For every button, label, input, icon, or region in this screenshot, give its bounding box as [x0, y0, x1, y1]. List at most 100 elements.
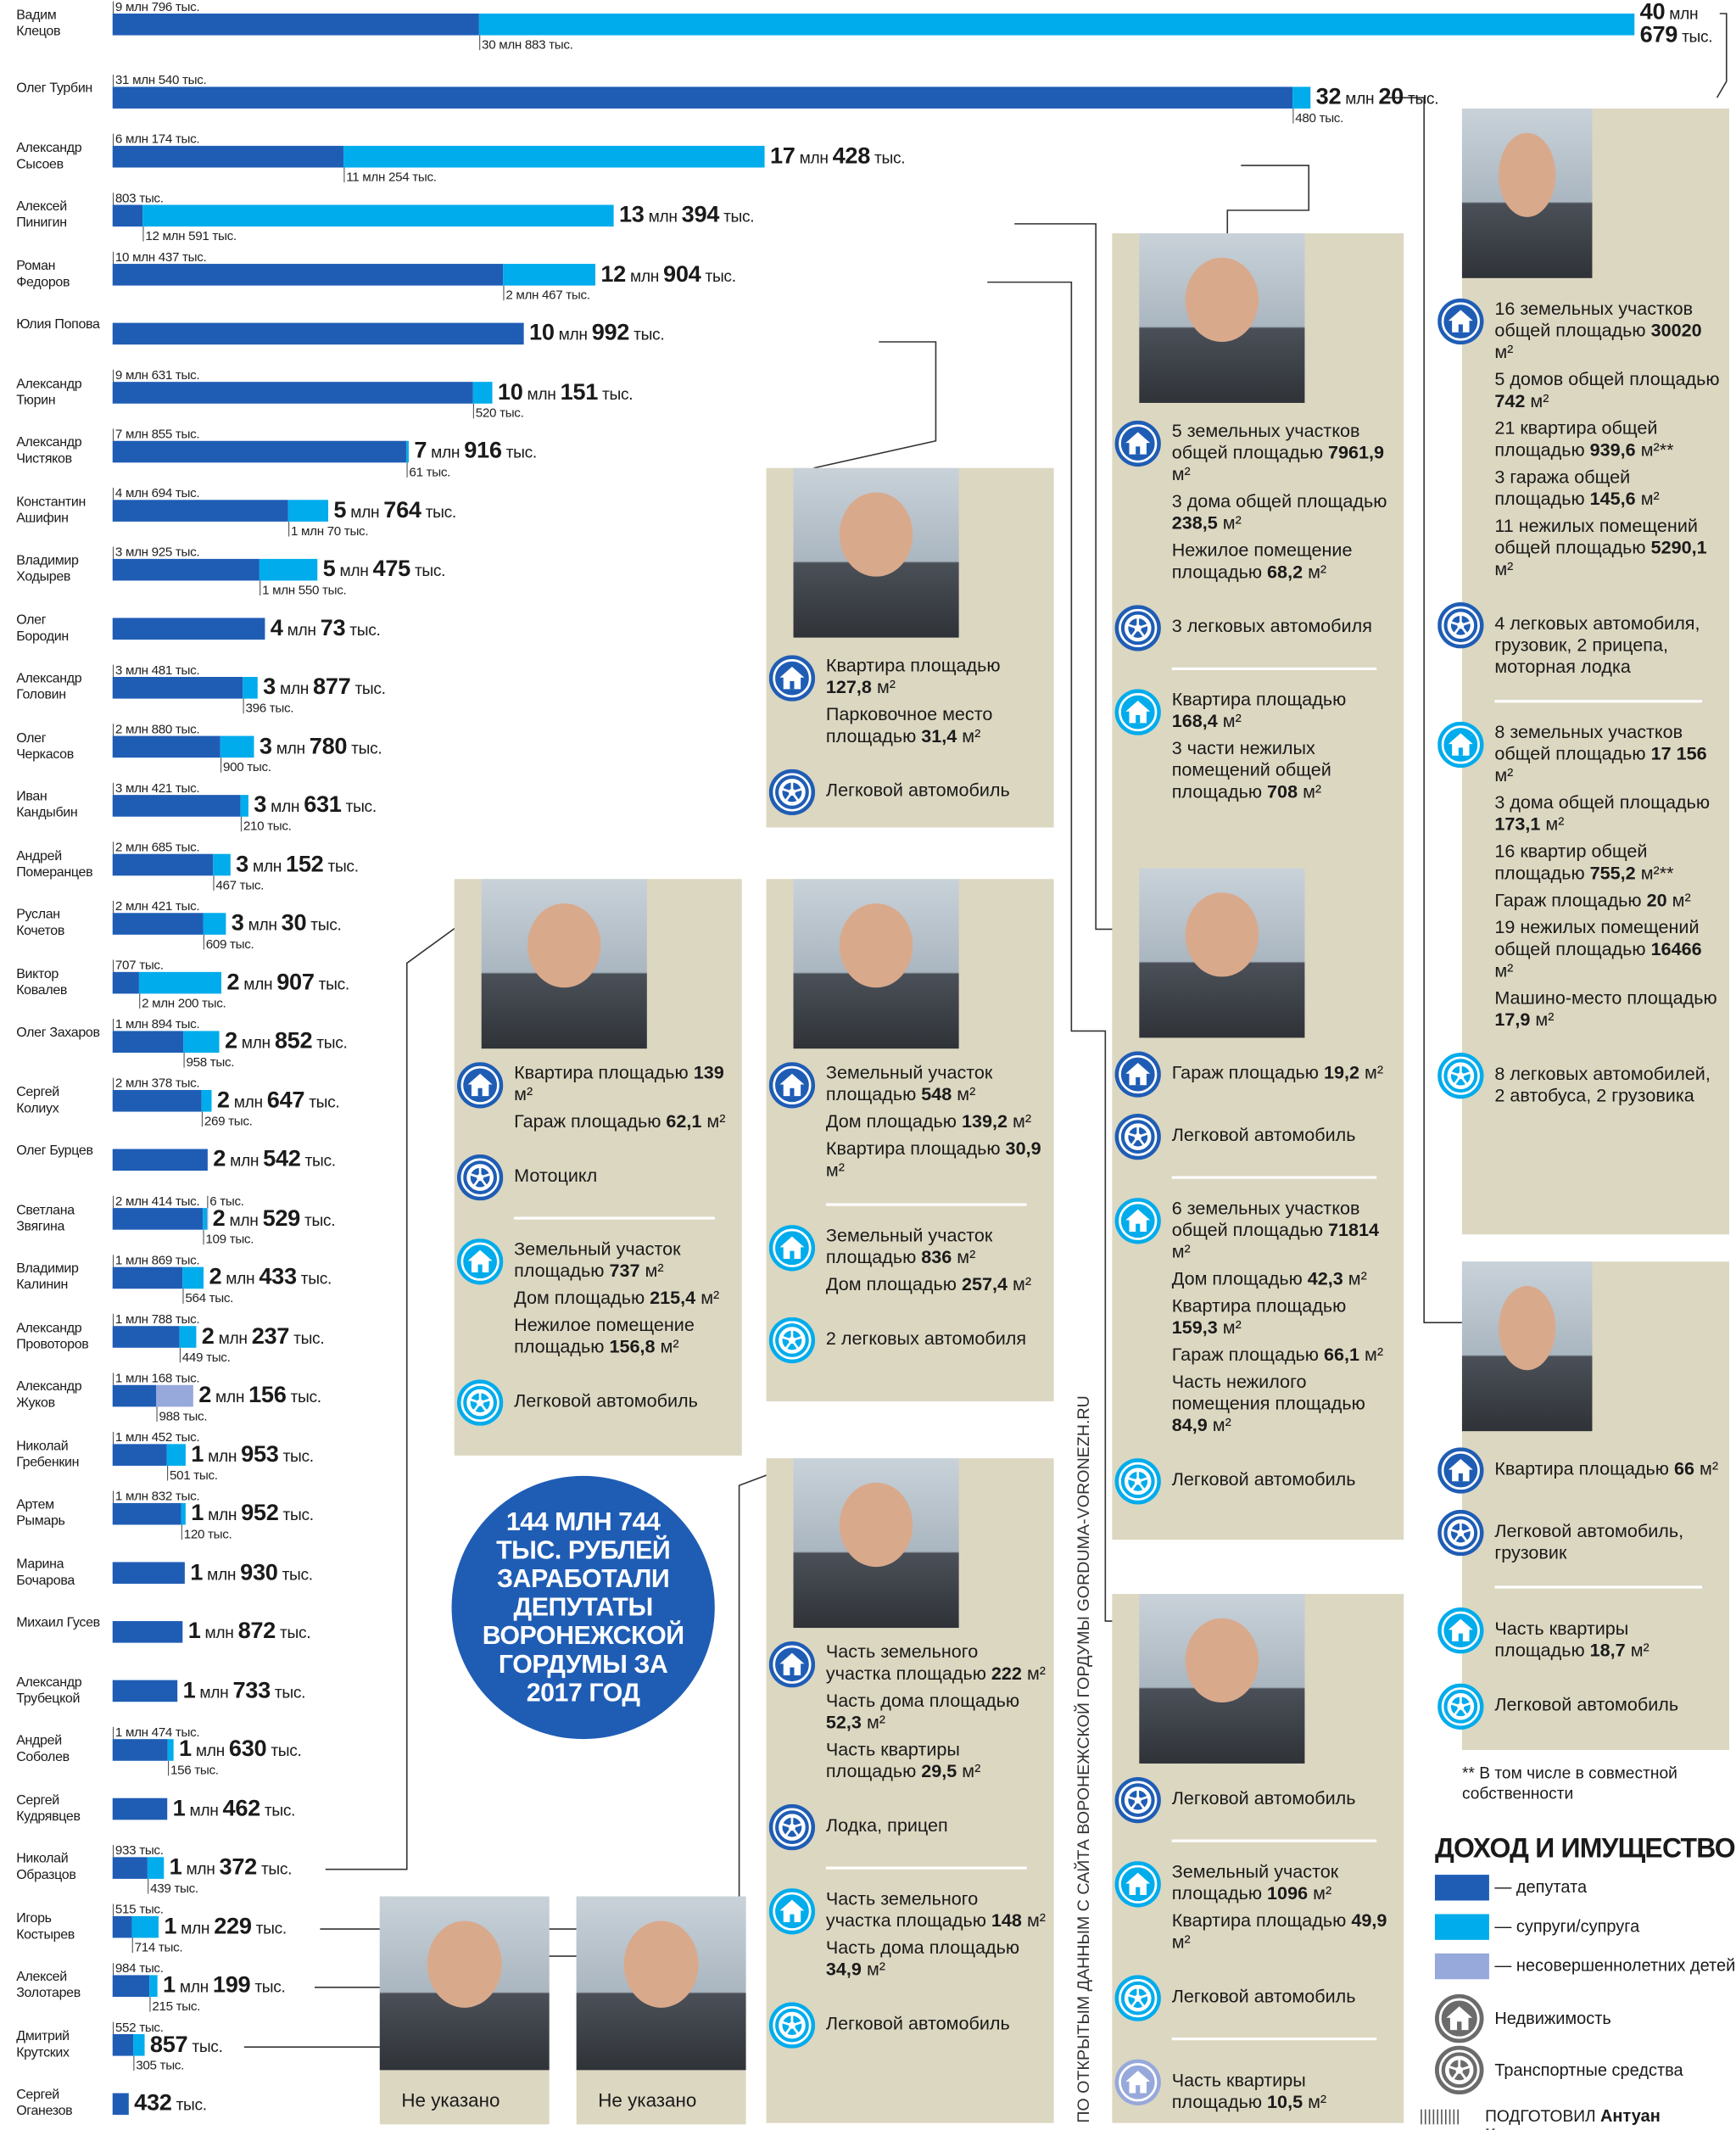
bar-segment — [167, 1739, 174, 1761]
item-line: Часть дома площадью 52,3 м² — [825, 1690, 1020, 1733]
card: Квартира площадью 139 м² Гараж площадью 6… — [454, 879, 742, 1456]
icon-door — [1136, 1223, 1141, 1233]
item-line: 3 гаража общей площадью 145,6 м² — [1494, 467, 1660, 509]
bar-segment — [201, 1089, 212, 1112]
card: 16 земельных участков общей площадью 300… — [1437, 108, 1729, 1235]
icon-spoke — [479, 1177, 488, 1187]
icon-spoke — [791, 787, 802, 794]
icon-wheel — [466, 1389, 494, 1417]
value-label: 958 тыс. — [186, 1055, 234, 1070]
card-note: Не указано — [598, 2088, 697, 2111]
item-line: Квартира площадью 30,9 м² — [825, 1138, 1041, 1181]
bar-segment — [179, 1326, 197, 1348]
photo — [1139, 868, 1305, 1038]
item-line: Земельный участок площадью 548 м² — [825, 1062, 993, 1104]
icon-car — [768, 2002, 816, 2049]
icon-door — [790, 1667, 795, 1675]
total-label: 2 млн 156 тыс. — [198, 1381, 321, 1408]
connector — [315, 1896, 388, 1988]
card-item: 2 легковых автомобиля — [768, 1317, 1046, 1364]
icon-home — [1437, 298, 1484, 345]
icon-spoke — [790, 1826, 800, 1836]
value-label: 10 млн 437 тыс. — [115, 250, 206, 265]
item-line: Дом площадью 42,3 м² — [1171, 1268, 1367, 1289]
bar-segment — [112, 322, 524, 345]
icon-home — [456, 1238, 504, 1285]
icon-wheel — [1447, 1692, 1475, 1720]
item-line: Лодка, прицеп — [825, 1814, 948, 1836]
icon-home — [1114, 1861, 1161, 1908]
item-line: Легковой автомобиль — [825, 780, 1010, 801]
icon-spoke — [1458, 2069, 1467, 2080]
bar-segment — [142, 204, 614, 227]
icon-spoke — [1450, 621, 1461, 627]
category-label: Александр Сысоев — [16, 140, 82, 172]
item-line: Гараж площадью 62,1 м² — [514, 1110, 726, 1132]
icon-wheel — [1124, 1123, 1152, 1150]
item-line: Земельный участок площадью 1096 м² — [1171, 1861, 1339, 1904]
bar-segment — [138, 971, 221, 994]
value-label: 3 млн 481 тыс. — [115, 663, 199, 678]
item-lines: Часть квартиры площадью 10,5 м² — [1172, 2060, 1396, 2119]
value-label: 6 тыс. — [209, 1194, 243, 1209]
item-line: 3 дома общей площадью 173,1 м² — [1494, 791, 1711, 835]
value-label: 2 млн 200 тыс. — [142, 996, 226, 1010]
total-label: 1 млн 372 тыс. — [169, 1853, 293, 1880]
icon-home — [1114, 420, 1161, 467]
card-item: Легковой автомобиль — [768, 2002, 1046, 2049]
item-line: Легковой автомобиль — [1171, 1468, 1356, 1490]
total-label: 3 млн 877 тыс. — [263, 674, 386, 700]
card-item: Гараж площадью 19,2 м² — [1114, 1051, 1396, 1098]
category-label: Александр Головин — [16, 671, 82, 703]
item-line: 21 квартира общей площадью 939,6 м²** — [1494, 417, 1674, 461]
card-note: Не указано — [401, 2088, 500, 2111]
bar-segment — [112, 382, 473, 404]
value-label: 2 млн 378 тыс. — [115, 1076, 199, 1091]
item-line: Гараж площадью 19,2 м² — [1171, 1062, 1384, 1083]
item-line: Квартира площадью 139 м² — [514, 1062, 724, 1104]
separator — [825, 1866, 1027, 1870]
icon-ring — [1441, 1056, 1480, 1095]
value-label: 1 млн 168 тыс. — [115, 1372, 199, 1386]
bar-segment — [112, 618, 265, 640]
item-line: Земельный участок площадью 836 м² — [825, 1225, 993, 1267]
icon-ring — [461, 1065, 500, 1104]
bar-segment — [112, 1149, 208, 1171]
credit-author: Антуан Колупаев — [1485, 2106, 1661, 2130]
item-line: 16 земельных участков общей площадью 300… — [1494, 298, 1702, 362]
item-line: 8 земельных участков общей площадью 17 1… — [1494, 721, 1707, 785]
bar-segment — [182, 1266, 204, 1289]
value-label: 1 млн 70 тыс. — [291, 524, 368, 539]
icon-house — [1448, 310, 1473, 333]
icon-door — [1458, 1473, 1463, 1482]
card-item: Земельный участок площадью 836 м² Дом пло… — [768, 1225, 1046, 1301]
connector — [813, 341, 937, 469]
icon-ring — [1119, 608, 1158, 648]
photo — [793, 1458, 959, 1629]
icon-door — [1136, 714, 1141, 724]
source: ПО ОТКРЫТЫМ ДАННЫМ С САЙТА ВОРОНЕЖСКОЙ Г… — [1073, 1395, 1093, 2123]
separator — [1171, 667, 1377, 671]
value-label: 109 тыс. — [205, 1233, 254, 1247]
icon-home — [768, 655, 816, 702]
total-label: 2 млн 852 тыс. — [224, 1027, 348, 1054]
bar-segment — [112, 145, 344, 168]
item-lines: Квартира площадью 127,8 м² Парковочное ме… — [826, 655, 1046, 752]
icon-home — [1437, 721, 1484, 769]
card-item: Легковой автомобиль — [1114, 1975, 1396, 2021]
card-items: Квартира площадью 139 м² Гараж площадью 6… — [456, 1062, 734, 1442]
icon-spoke — [1130, 1997, 1139, 2008]
icon-wheel — [1447, 612, 1475, 640]
icon-car — [1434, 2045, 1484, 2095]
icon-car — [456, 1154, 504, 1201]
icon-spoke — [1449, 2066, 1460, 2071]
icon-spoke — [790, 1339, 800, 1350]
icon-ring — [1119, 692, 1158, 732]
icon-ring — [1441, 725, 1480, 764]
item-line: Легковой автомобиль — [1171, 1986, 1356, 2007]
icon-spoke — [1460, 1705, 1468, 1716]
bar-segment — [133, 2034, 145, 2056]
item-line: 16 квартир общей площадью 755,2 м²** — [1494, 841, 1674, 884]
